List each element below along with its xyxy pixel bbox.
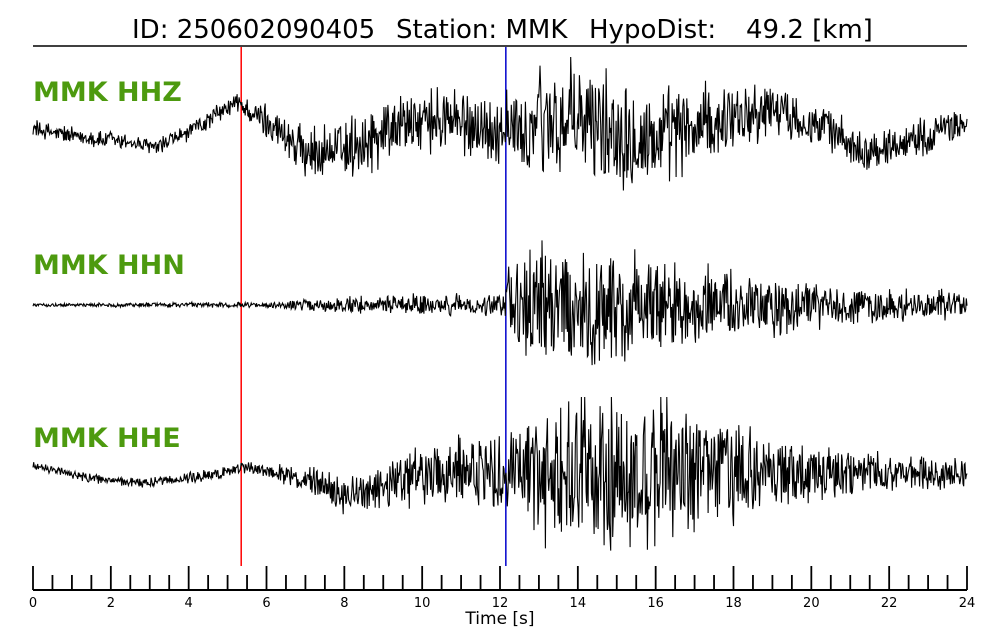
x-tick-label: 20 bbox=[803, 596, 820, 611]
hypodist-label: HypoDist: bbox=[589, 15, 716, 45]
trace-label-hhz: MMK HHZ bbox=[33, 77, 182, 108]
x-tick-label: 0 bbox=[29, 596, 37, 611]
figure-title: ID: 250602090405 Station: MMK HypoDist: … bbox=[132, 15, 873, 45]
x-tick-label: 22 bbox=[881, 596, 898, 611]
hypodist-value: 49.2 [km] bbox=[746, 15, 873, 45]
x-tick-label: 18 bbox=[725, 596, 742, 611]
trace-hhn bbox=[32, 240, 968, 366]
x-tick-label: 16 bbox=[647, 596, 664, 611]
x-tick-label: 2 bbox=[107, 596, 115, 611]
station-label: Station: MMK bbox=[396, 15, 568, 45]
x-axis-label: Time [s] bbox=[464, 609, 534, 629]
event-id-label: ID: 250602090405 bbox=[132, 15, 375, 45]
x-tick-label: 6 bbox=[262, 596, 270, 611]
trace-panels bbox=[32, 56, 968, 551]
x-tick-label: 4 bbox=[185, 596, 193, 611]
trace-label-hhn: MMK HHN bbox=[33, 250, 185, 281]
x-tick-label: 14 bbox=[570, 596, 587, 611]
time-axis: 0 2 4 6 8 10 12 14 16 18 20 22 24 bbox=[29, 566, 975, 611]
x-tick-label: 8 bbox=[340, 596, 348, 611]
x-tick-label: 24 bbox=[959, 596, 976, 611]
x-tick-label: 12 bbox=[492, 596, 509, 611]
trace-label-hhe: MMK HHE bbox=[33, 423, 181, 454]
trace-hhz bbox=[32, 56, 968, 191]
trace-hhe bbox=[32, 396, 968, 551]
x-tick-label: 10 bbox=[414, 596, 431, 611]
